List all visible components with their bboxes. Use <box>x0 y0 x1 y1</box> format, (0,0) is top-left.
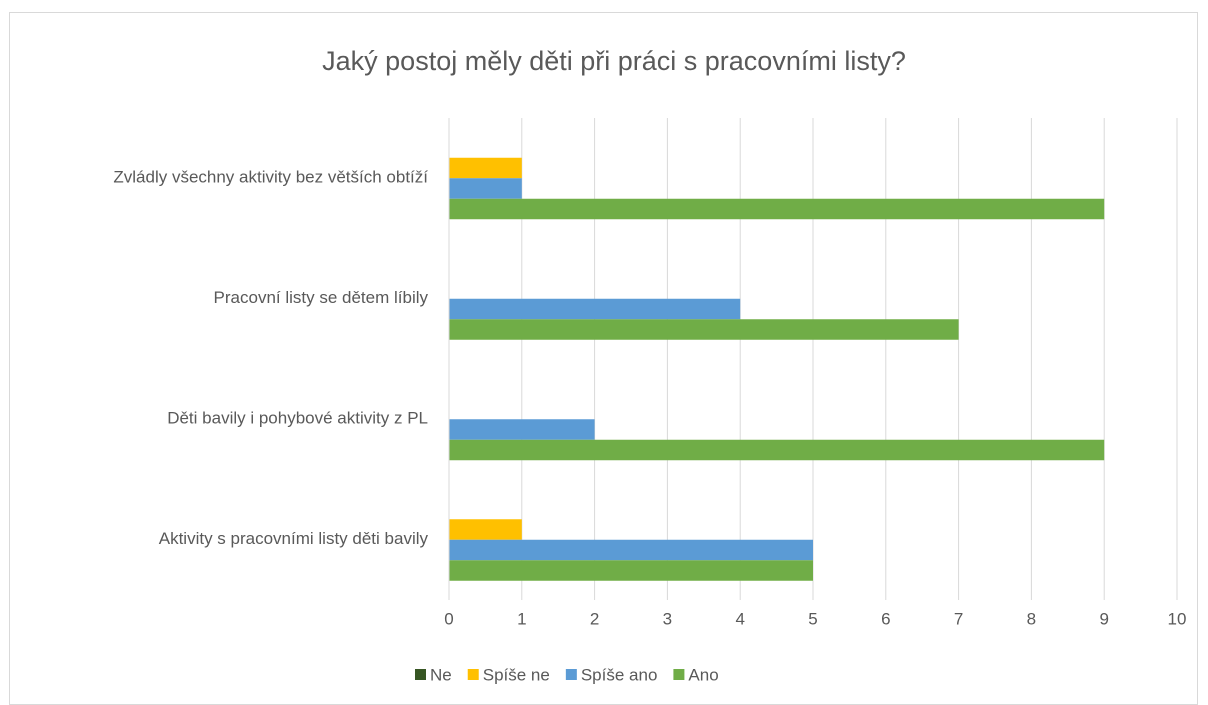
legend-swatch <box>467 669 479 680</box>
category-label: Děti bavily i pohybové aktivity z PL <box>167 409 428 428</box>
bar <box>449 419 595 440</box>
x-tick-label: 5 <box>808 609 817 628</box>
bar <box>449 298 741 320</box>
category-label: Pracovní listy se dětem líbily <box>214 288 429 307</box>
legend-label: Spíše ano <box>581 665 658 684</box>
bar <box>449 519 522 540</box>
chart-title: Jaký postoj měly děti při práci s pracov… <box>322 46 906 76</box>
x-tick-label: 1 <box>517 609 526 628</box>
legend-label: Ano <box>688 665 718 684</box>
bar <box>449 439 1105 461</box>
bar <box>449 539 813 561</box>
x-tick-label: 3 <box>663 609 672 628</box>
legend-label: Spíše ne <box>483 665 550 684</box>
category-label: Aktivity s pracovními listy děti bavily <box>159 529 429 548</box>
bar <box>449 319 959 340</box>
legend-swatch <box>565 669 577 680</box>
x-tick-label: 0 <box>444 609 453 628</box>
x-tick-label: 10 <box>1168 609 1187 628</box>
bar <box>449 178 522 199</box>
x-tick-label: 8 <box>1027 609 1036 628</box>
bar <box>449 198 1105 220</box>
bar <box>449 157 522 179</box>
bar <box>449 560 813 581</box>
x-tick-label: 4 <box>735 609 744 628</box>
x-tick-label: 2 <box>590 609 599 628</box>
x-tick-label: 7 <box>954 609 963 628</box>
legend-swatch <box>415 669 426 680</box>
chart-frame <box>9 12 1198 705</box>
x-tick-label: 9 <box>1099 609 1108 628</box>
category-label: Zvládly všechny aktivity bez větších obt… <box>113 168 428 187</box>
legend-swatch <box>673 669 685 680</box>
legend-label: Ne <box>430 665 452 684</box>
x-tick-label: 6 <box>881 609 890 628</box>
